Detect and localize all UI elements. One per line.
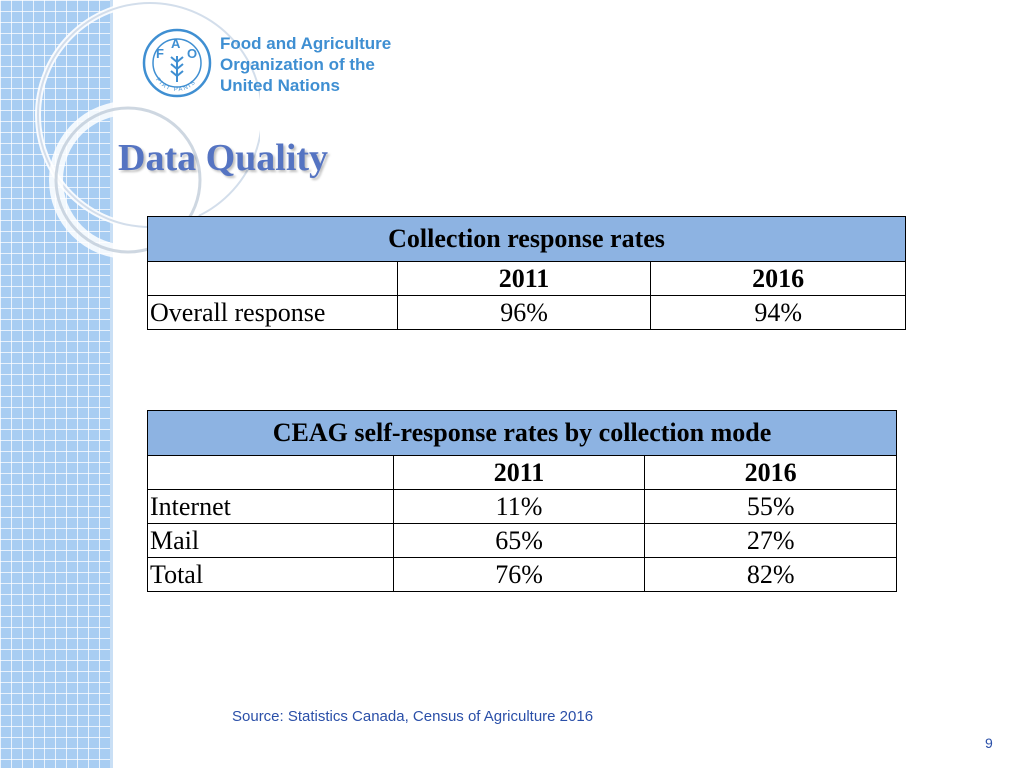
org-name-line-3: United Nations xyxy=(220,76,340,95)
row-label: Internet xyxy=(147,489,394,524)
cell-value-2016: 55% xyxy=(644,489,897,524)
table-row: Total 76% 82% xyxy=(147,557,897,592)
table-row: Mail 65% 27% xyxy=(147,523,897,558)
logo-letter-f: F xyxy=(156,46,164,61)
empty-header-cell xyxy=(147,261,398,296)
cell-value-2011: 11% xyxy=(392,489,646,524)
source-note: Source: Statistics Canada, Census of Agr… xyxy=(232,708,594,725)
table-title: CEAG self-response rates by collection m… xyxy=(147,410,897,456)
cell-value-2011: 76% xyxy=(392,557,646,592)
table-title-row: CEAG self-response rates by collection m… xyxy=(147,410,897,456)
slide-title: Data Quality xyxy=(118,137,329,179)
year-header-row: 2011 2016 xyxy=(147,455,897,490)
row-label: Mail xyxy=(147,523,394,558)
logo-letter-a: A xyxy=(171,36,181,51)
table-row: Internet 11% 55% xyxy=(147,489,897,524)
page-number: 9 xyxy=(985,735,993,751)
org-name-line-1: Food and Agriculture xyxy=(220,34,392,53)
side-panel-edge xyxy=(110,0,113,768)
year-header-2016: 2016 xyxy=(650,261,906,296)
wheat-icon xyxy=(170,56,184,82)
cell-value-2016: 94% xyxy=(650,295,906,330)
logo-letter-o: O xyxy=(187,46,197,61)
table-title: Collection response rates xyxy=(147,216,906,262)
collection-response-table: Collection response rates 2011 2016 Over… xyxy=(147,216,906,330)
table-row: Overall response 96% 94% xyxy=(147,295,906,330)
empty-header-cell xyxy=(147,455,394,490)
self-response-table: CEAG self-response rates by collection m… xyxy=(147,410,897,592)
table-title-row: Collection response rates xyxy=(147,216,906,262)
year-header-2016: 2016 xyxy=(644,455,897,490)
cell-value-2011: 96% xyxy=(396,295,652,330)
year-header-2011: 2011 xyxy=(396,261,652,296)
year-header-2011: 2011 xyxy=(392,455,646,490)
row-label: Overall response xyxy=(147,295,398,330)
fao-logo-icon: F A O FIAT PANIS xyxy=(142,28,212,98)
year-header-row: 2011 2016 xyxy=(147,261,906,296)
organization-name: Food and Agriculture Organization of the… xyxy=(220,33,391,96)
side-grid-panel xyxy=(0,0,113,768)
cell-value-2016: 27% xyxy=(644,523,897,558)
cell-value-2011: 65% xyxy=(392,523,646,558)
row-label: Total xyxy=(147,557,394,592)
cell-value-2016: 82% xyxy=(644,557,897,592)
org-name-line-2: Organization of the xyxy=(220,55,375,74)
